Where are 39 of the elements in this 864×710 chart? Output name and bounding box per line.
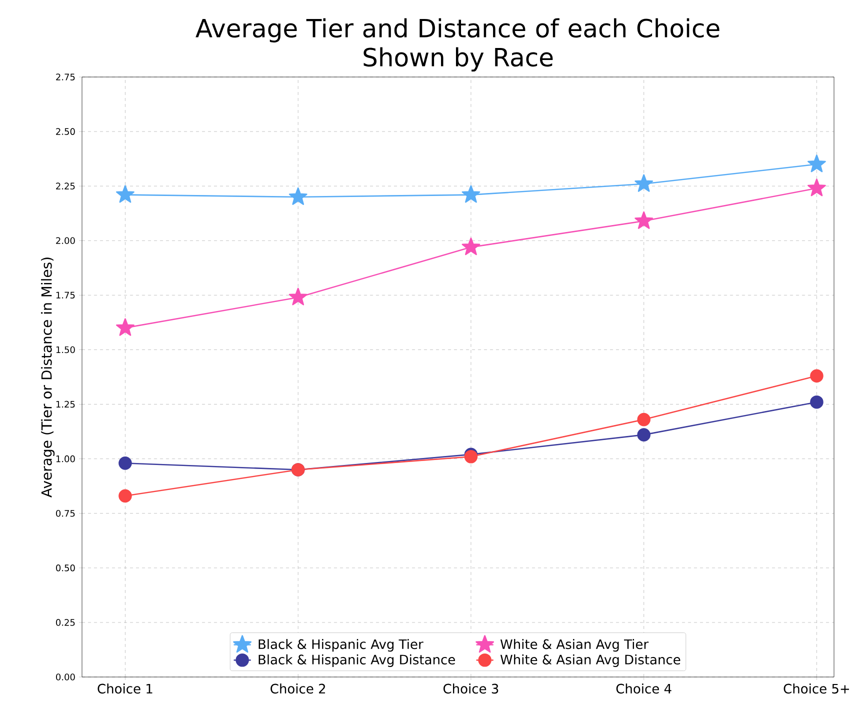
y-tick-label: 1.50 xyxy=(56,346,75,354)
y-tick-label: 2.75 xyxy=(56,74,75,80)
point xyxy=(118,456,132,470)
y-tick-label: 0.00 xyxy=(56,674,75,680)
x-tick-label: Choice 4 xyxy=(616,684,672,694)
y-tick-label: 1.00 xyxy=(56,455,75,462)
point xyxy=(808,154,826,172)
legend-label: White & Asian Avg Tier xyxy=(500,639,649,652)
chart-title: Average Tier and Distance of each Choice Shown by Race xyxy=(196,18,720,72)
point xyxy=(116,185,134,203)
point xyxy=(810,395,824,409)
point xyxy=(637,412,650,426)
y-tick-label: 0.25 xyxy=(56,619,75,626)
point xyxy=(462,238,480,256)
point xyxy=(462,185,480,203)
point xyxy=(118,489,132,503)
y-tick-label: 2.00 xyxy=(56,237,75,244)
point xyxy=(637,428,650,442)
x-tick-label: Choice 5+ xyxy=(784,684,849,694)
y-tick-label: 1.75 xyxy=(56,292,75,299)
point xyxy=(810,369,824,383)
x-tick-label: Choice 1 xyxy=(98,684,152,694)
legend-label: White & Asian Avg Distance xyxy=(500,654,680,667)
y-tick-label: 0.75 xyxy=(56,510,75,517)
y-tick-label: 0.50 xyxy=(56,564,75,572)
point xyxy=(808,178,826,196)
y-tick-label: 2.25 xyxy=(56,182,75,190)
point xyxy=(634,174,654,192)
point xyxy=(116,318,134,336)
legend-label: Black & Hispanic Avg Distance xyxy=(258,654,455,667)
point xyxy=(288,288,308,306)
point xyxy=(634,211,654,229)
legend-label: Black & Hispanic Avg Tier xyxy=(258,639,424,652)
point xyxy=(288,187,308,205)
y-tick-label: 1.25 xyxy=(56,400,75,408)
y-axis-title: Average (Tier or Distance in Miles) xyxy=(41,258,55,498)
x-tick-label: Choice 3 xyxy=(443,684,498,694)
y-tick-label: 2.50 xyxy=(56,128,75,135)
x-tick-label: Choice 2 xyxy=(270,684,325,694)
